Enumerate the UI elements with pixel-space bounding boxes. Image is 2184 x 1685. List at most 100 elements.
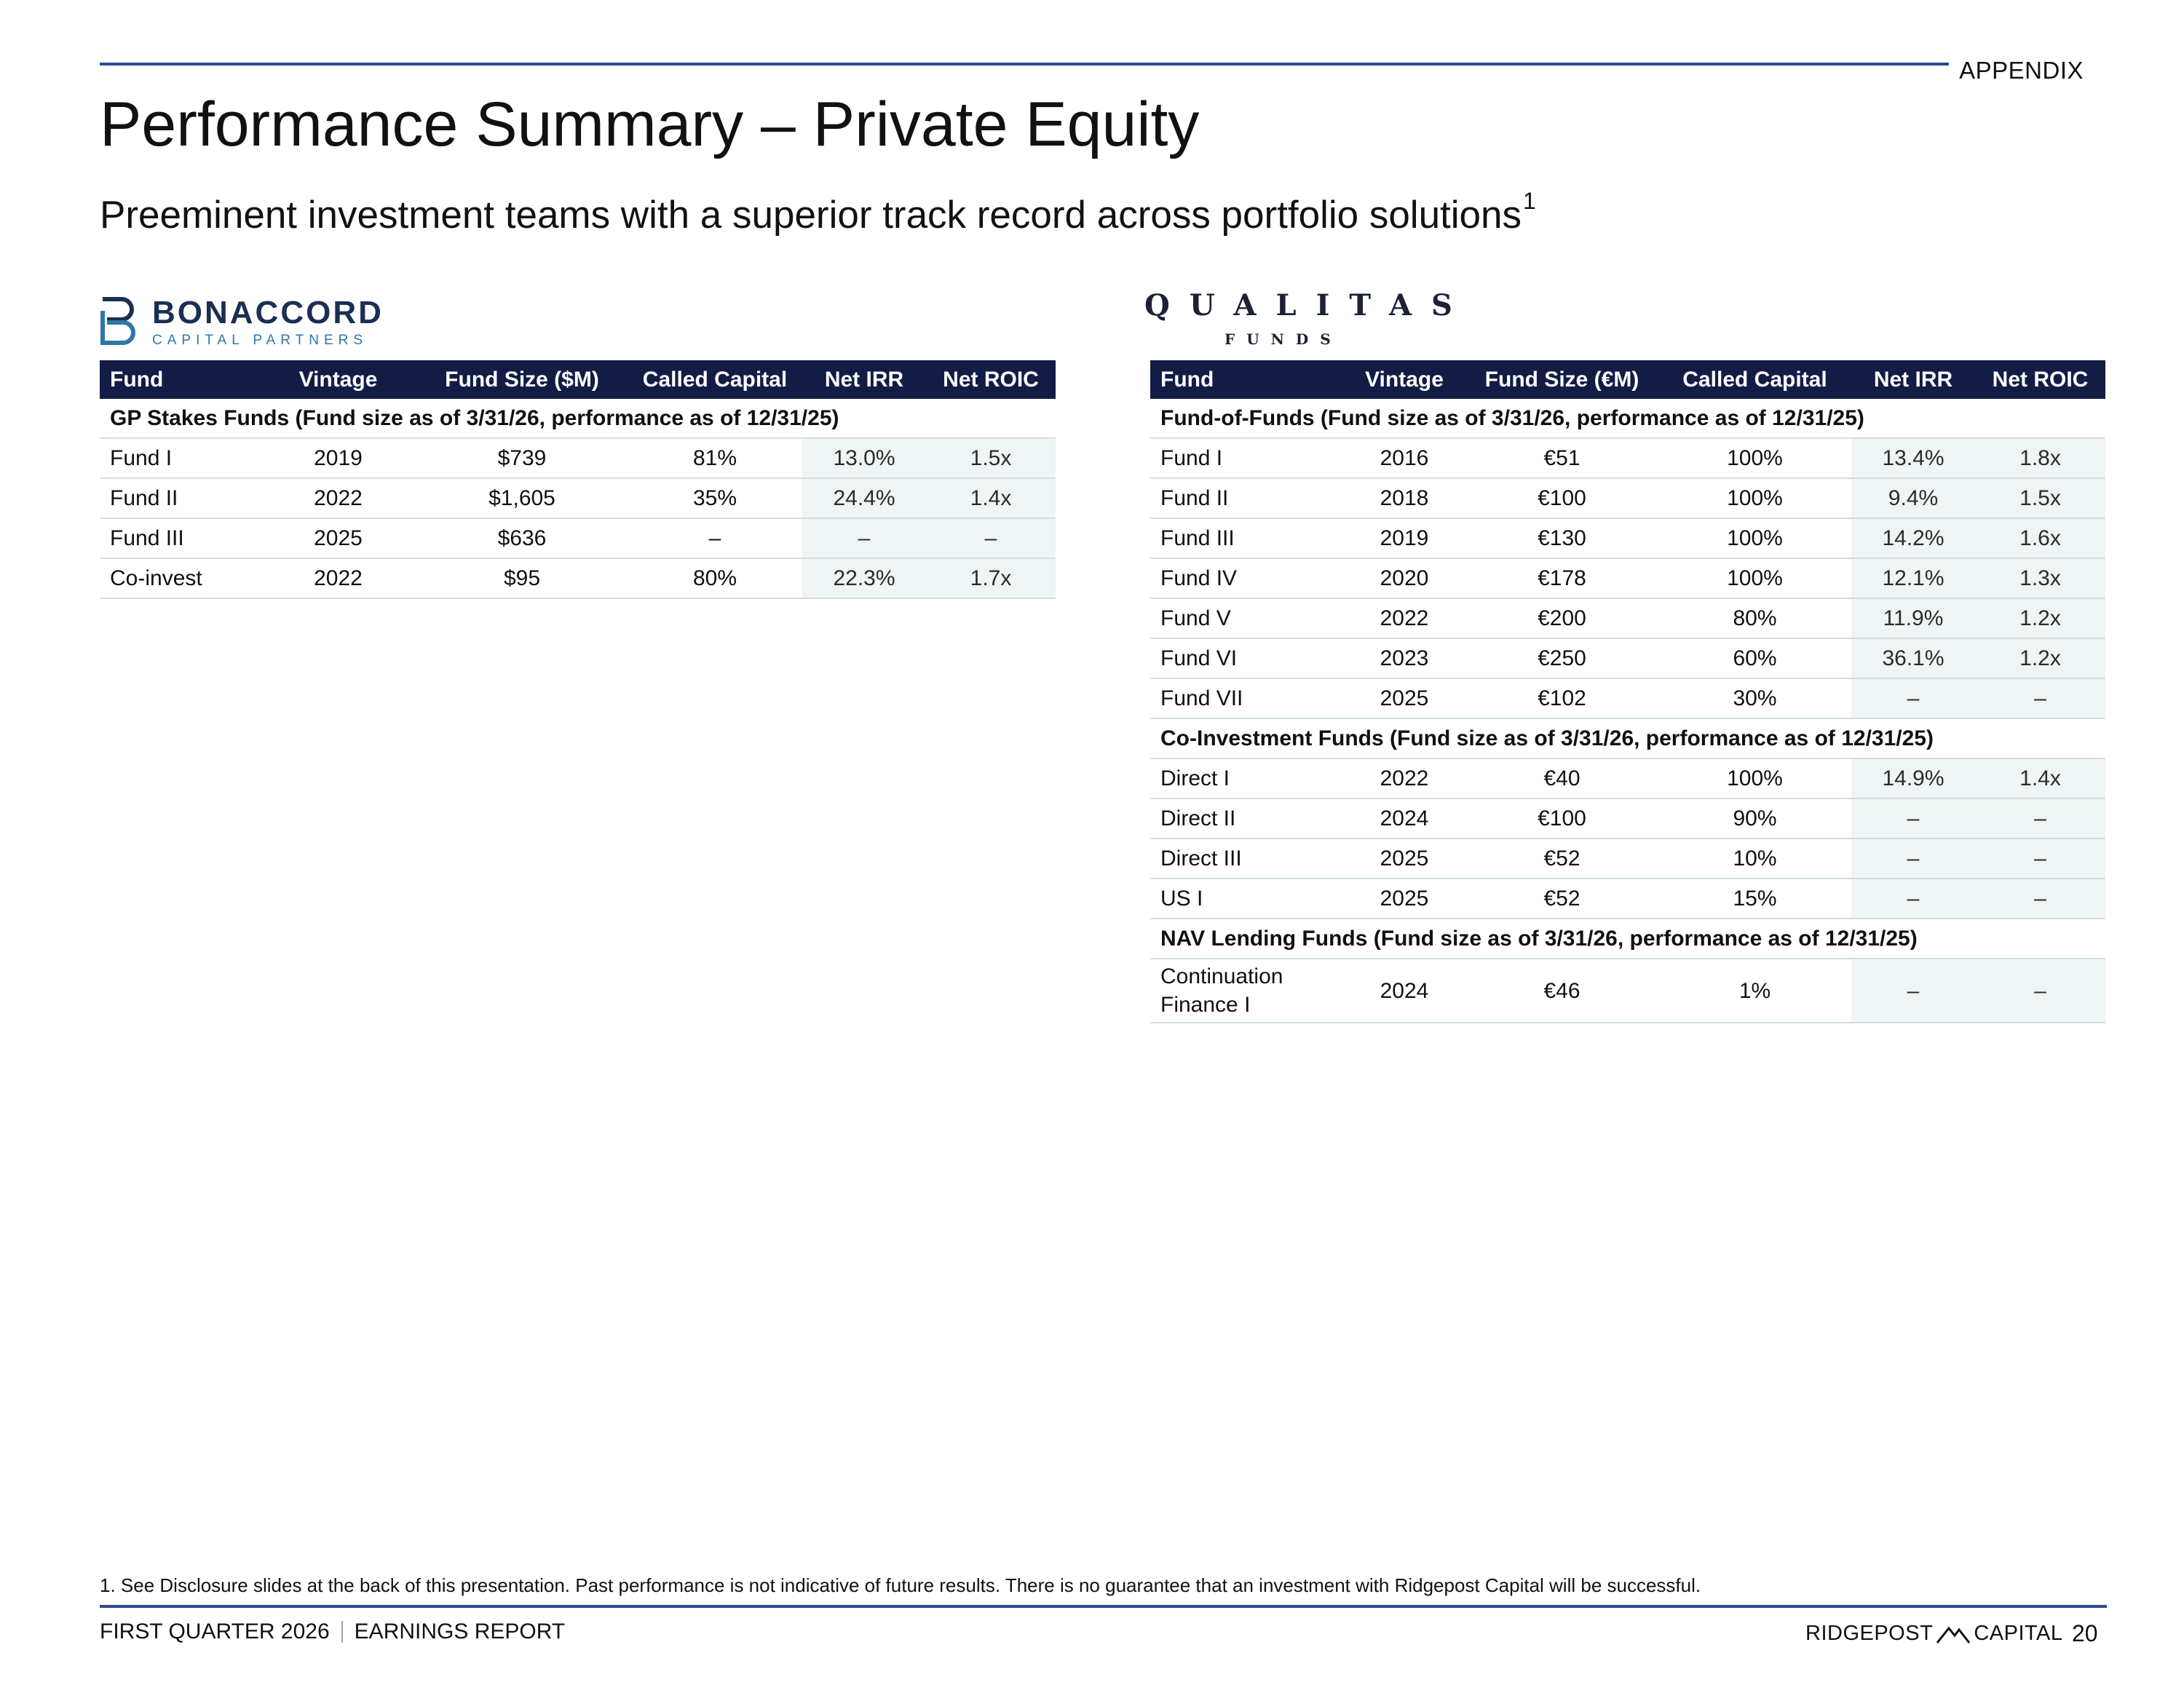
table-cell: 2020 <box>1343 558 1465 599</box>
table-cell: €100 <box>1465 478 1658 519</box>
table-row: Direct I 2022 €40 100% 14.9% 1.4x <box>1150 758 2105 799</box>
table-cell: – <box>1975 959 2105 1023</box>
bonaccord-logo-name: BONACCORD <box>152 294 384 330</box>
table-row: Fund V 2022 €200 80% 11.9% 1.2x <box>1150 598 2105 639</box>
qualitas-logo-name: QUALITAS <box>1144 288 1472 322</box>
table-cell: – <box>1851 798 1975 839</box>
table-cell: 2025 <box>1343 879 1465 919</box>
table-cell: 1.4x <box>926 478 1056 519</box>
table-cell: Direct III <box>1150 838 1343 879</box>
table-header: Fund Vintage Fund Size (€M) Called Capital N… <box>1150 360 2105 399</box>
table-cell: 35% <box>628 478 802 519</box>
table-cell: Direct I <box>1150 758 1343 799</box>
table-cell: Fund I <box>1150 438 1343 479</box>
table-cell: €52 <box>1465 879 1658 919</box>
table-cell: Fund I <box>100 438 260 479</box>
top-rule <box>100 63 1949 66</box>
section-row: NAV Lending Funds (Fund size as of 3/31/… <box>1150 919 2105 959</box>
column-header: Called Capital <box>628 360 802 399</box>
table-row: US I 2025 €52 15% – – <box>1150 879 2105 919</box>
table-cell: $739 <box>416 438 628 479</box>
column-header: Fund Size (€M) <box>1465 360 1658 399</box>
table-cell: 2025 <box>1343 838 1465 879</box>
bonaccord-logo-tagline: CAPITAL PARTNERS <box>152 332 368 348</box>
table-cell: €178 <box>1465 558 1658 599</box>
table-cell: 60% <box>1658 638 1851 679</box>
table-row: Fund III 2025 $636– – – <box>100 518 1056 559</box>
table-cell: – <box>1851 678 1975 719</box>
page-subtitle: Preeminent investment teams with a super… <box>100 188 1536 237</box>
table-cell: €40 <box>1465 758 1658 799</box>
table-cell: 10% <box>1658 838 1851 879</box>
table-cell: Fund II <box>1150 478 1343 519</box>
table-cell: Direct II <box>1150 798 1343 839</box>
table-cell: 24.4% <box>802 478 926 519</box>
table-row: Fund II 2018 €100 100% 9.4% 1.5x <box>1150 478 2105 519</box>
table-cell: 100% <box>1658 558 1851 599</box>
table-cell: 2025 <box>260 518 416 559</box>
table-row: Fund I 2016 €51 100% 13.4% 1.8x <box>1150 438 2105 479</box>
section-title: GP Stakes Funds (Fund size as of 3/31/26… <box>100 399 1056 439</box>
table-cell: Fund V <box>1150 598 1343 639</box>
section-title: NAV Lending Funds (Fund size as of 3/31/… <box>1150 919 2105 959</box>
table-cell: 100% <box>1658 438 1851 479</box>
table-cell: 2022 <box>1343 758 1465 799</box>
table-cell: €250 <box>1465 638 1658 679</box>
table-cell: 1.2x <box>1975 638 2105 679</box>
table-cell: 2024 <box>1343 798 1465 839</box>
footer-report-name: EARNINGS REPORT <box>354 1619 566 1644</box>
table-cell: 14.9% <box>1851 758 1975 799</box>
subtitle-footnote-marker: 1 <box>1523 188 1536 214</box>
footer-divider <box>341 1621 343 1643</box>
table-cell: 1.5x <box>926 438 1056 479</box>
table-cell: 100% <box>1658 758 1851 799</box>
table-cell: – <box>1851 959 1975 1023</box>
table-cell: 9.4% <box>1851 478 1975 519</box>
table-cell: 81% <box>628 438 802 479</box>
table-cell: US I <box>1150 879 1343 919</box>
column-header: Vintage <box>1343 360 1465 399</box>
table-row: Fund I 2019 $739 81% 13.0% 1.5x <box>100 438 1056 479</box>
table-cell: €102 <box>1465 678 1658 719</box>
bottom-rule <box>100 1605 2107 1608</box>
table-cell: 22.3% <box>802 558 926 599</box>
bonaccord-logo: BONACCORD CAPITAL PARTNERS <box>100 293 384 351</box>
table-cell: 100% <box>1658 478 1851 519</box>
column-header: Called Capital <box>1658 360 1851 399</box>
table-row: Fund II 2022 $1,605 35% 24.4% 1.4x <box>100 478 1056 519</box>
column-header: Vintage <box>260 360 416 399</box>
table-cell: 30% <box>1658 678 1851 719</box>
table-cell: 90% <box>1658 798 1851 839</box>
table-cell: – <box>802 518 926 559</box>
section-title: Fund-of-Funds (Fund size as of 3/31/26, … <box>1150 399 2105 439</box>
table-row: Continuation Finance I 2024 €46 1% – – <box>1150 959 2105 1023</box>
table-cell: 1.8x <box>1975 438 2105 479</box>
column-header: Net IRR <box>802 360 926 399</box>
footer-quarter: FIRST QUARTER 2026 <box>100 1619 330 1644</box>
table-cell: Co-invest <box>100 558 260 599</box>
table-cell: 2023 <box>1343 638 1465 679</box>
table-cell: – <box>1851 838 1975 879</box>
footnote: 1. See Disclosure slides at the back of … <box>100 1574 1701 1596</box>
table-cell: 2018 <box>1343 478 1465 519</box>
table-cell: 15% <box>1658 879 1851 919</box>
column-header: Net IRR <box>1851 360 1975 399</box>
table-cell: 1.6x <box>1975 518 2105 559</box>
table-cell: – <box>628 518 802 559</box>
table-row: Fund IV 2020 €178 100% 12.1% 1.3x <box>1150 558 2105 599</box>
table-cell: Fund III <box>1150 518 1343 559</box>
table-cell: – <box>1975 879 2105 919</box>
table-cell: – <box>1975 678 2105 719</box>
brand-name-a: RIDGEPOST <box>1805 1622 1934 1645</box>
column-header: Net ROIC <box>1975 360 2105 399</box>
table-cell: 2022 <box>260 558 416 599</box>
qualitas-logo: QUALITAS FUNDS <box>1144 288 1472 347</box>
page-title: Performance Summary – Private Equity <box>100 90 1200 159</box>
table-header: Fund Vintage Fund Size ($M) Called Capital N… <box>100 360 1056 399</box>
footer-report-label: FIRST QUARTER 2026 EARNINGS REPORT <box>100 1619 565 1644</box>
table-cell: $95 <box>416 558 628 599</box>
table-cell: – <box>1851 879 1975 919</box>
table-cell: €130 <box>1465 518 1658 559</box>
table-cell: $636 <box>416 518 628 559</box>
table-cell: Fund III <box>100 518 260 559</box>
